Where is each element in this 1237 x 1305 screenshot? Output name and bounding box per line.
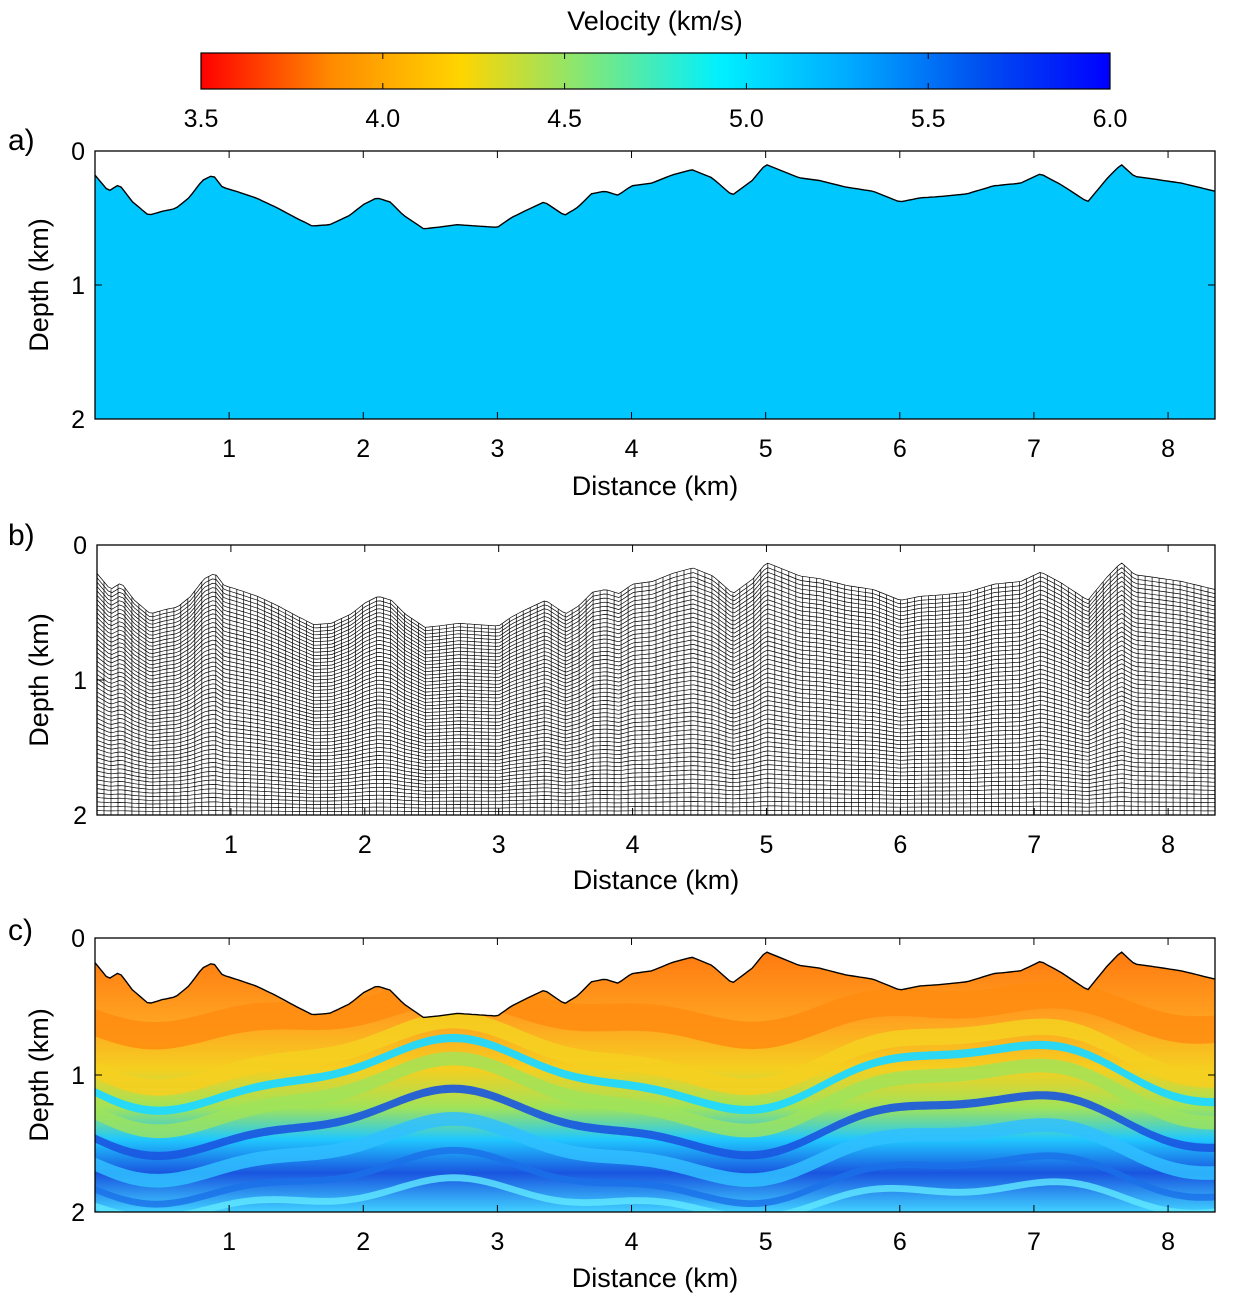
- x-tick-label: 7: [1027, 831, 1041, 859]
- panel-a-ylabel: Depth (km): [24, 218, 54, 352]
- x-tick-label: 4: [625, 1228, 639, 1256]
- x-tick-label: 4: [626, 831, 640, 859]
- y-tick-label: 0: [73, 532, 87, 560]
- panel-b-ylabel: Depth (km): [24, 613, 54, 747]
- velocity-fill-area: [95, 164, 1215, 419]
- y-tick-label: 2: [71, 1199, 85, 1227]
- x-tick-label: 2: [356, 435, 370, 463]
- panel-b: b) 1 2 3 4 5 6 7 8 0 1 2 Distance (km) Depth (km): [8, 519, 1216, 895]
- panel-c-letter: c): [8, 914, 33, 947]
- x-tick-label: 5: [759, 1228, 773, 1256]
- colorbar-tick-label: 6.0: [1093, 105, 1128, 133]
- panel-a-letter: a): [8, 124, 35, 157]
- x-tick-label: 7: [1027, 435, 1041, 463]
- panel-a: a) 1 2 3 4 5 6 7 8 0 1 2 Distance (km) Depth (km): [8, 124, 1216, 501]
- y-tick-label: 1: [71, 272, 85, 300]
- x-tick-label: 6: [893, 1228, 907, 1256]
- x-tick-label: 5: [760, 831, 774, 859]
- velocity-layer-band: [95, 1013, 1215, 1096]
- panel-c-xlabel: Distance (km): [572, 1263, 739, 1293]
- x-tick-label: 6: [893, 435, 907, 463]
- topography-line: [95, 164, 1215, 230]
- panel-a-xlabel: Distance (km): [572, 471, 739, 501]
- x-tick-label: 2: [358, 831, 372, 859]
- x-tick-label: 3: [490, 435, 504, 463]
- y-tick-label: 0: [71, 925, 85, 953]
- velocity-layer-band: [95, 1051, 1215, 1139]
- colorbar-ticks: 3.5 4.0 4.5 5.0 5.5 6.0: [184, 53, 1128, 133]
- panel-b-xlabel: Distance (km): [573, 865, 740, 895]
- x-tick-label: 3: [492, 831, 506, 859]
- velocity-layer-band: [95, 1033, 1215, 1115]
- colorbar-tick-label: 3.5: [184, 105, 219, 133]
- x-tick-label: 2: [356, 1228, 370, 1256]
- colorbar-tick-label: 5.0: [729, 105, 764, 133]
- x-tick-label: 8: [1161, 1228, 1175, 1256]
- x-tick-label: 1: [222, 1228, 236, 1256]
- air-mask: [95, 938, 1215, 1018]
- y-tick-label: 1: [71, 1062, 85, 1090]
- y-tick-label: 1: [73, 667, 87, 695]
- velocity-layer-band: [95, 1112, 1215, 1188]
- velocity-layer-band: [95, 1084, 1215, 1161]
- x-tick-label: 4: [625, 435, 639, 463]
- panel-c-ylabel: Depth (km): [24, 1008, 54, 1142]
- x-tick-label: 7: [1027, 1228, 1041, 1256]
- x-tick-label: 1: [224, 831, 238, 859]
- y-tick-label: 2: [73, 802, 87, 830]
- y-tick-label: 2: [71, 406, 85, 434]
- velocity-layer-band: [95, 981, 1215, 1050]
- colorbar-gradient: [200, 52, 1111, 90]
- velocity-layer-band: [95, 1146, 1215, 1208]
- velocity-layer-band: [95, 1174, 1215, 1212]
- colorbar-tick-label: 5.5: [911, 105, 946, 133]
- x-tick-label: 6: [893, 831, 907, 859]
- x-tick-label: 8: [1161, 435, 1175, 463]
- panel-c: c) 1 2 3 4 5 6 7 8 0 1 2 Distance (km) Depth (km): [8, 914, 1216, 1293]
- topography-line: [95, 951, 1215, 1019]
- colorbar-title: Velocity (km/s): [567, 6, 743, 36]
- y-tick-label: 0: [71, 138, 85, 166]
- x-tick-label: 3: [490, 1228, 504, 1256]
- colorbar-tick-label: 4.5: [547, 105, 582, 133]
- x-tick-label: 8: [1161, 831, 1175, 859]
- x-tick-label: 1: [222, 435, 236, 463]
- x-tick-label: 5: [759, 435, 773, 463]
- panel-b-letter: b): [8, 519, 35, 552]
- colorbar: Velocity (km/s) 3.5 4.0 4.5 5.0 5.5 6.0: [184, 6, 1128, 133]
- colorbar-tick-label: 4.0: [365, 105, 400, 133]
